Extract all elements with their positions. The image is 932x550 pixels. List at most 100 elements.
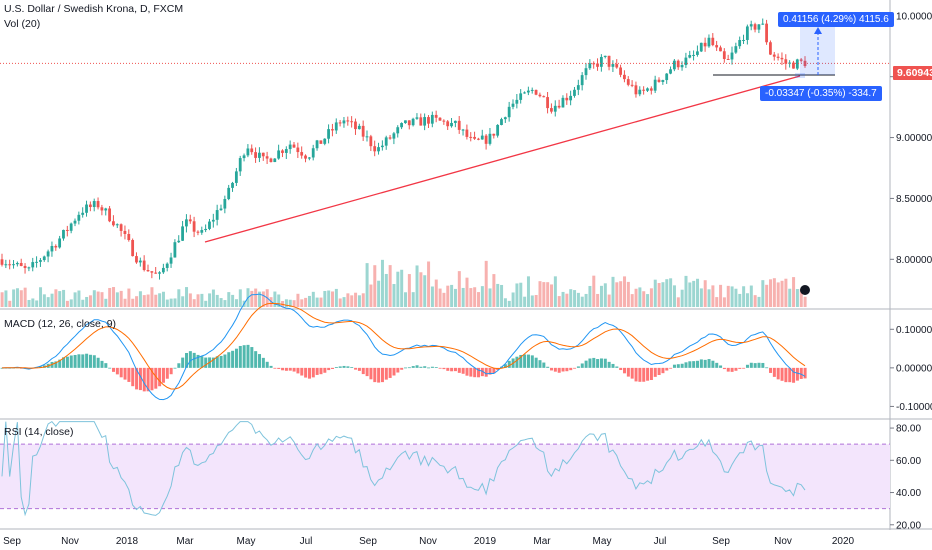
macd-histogram — [0, 344, 807, 392]
candle-body — [311, 148, 315, 158]
macd-hist-bar — [192, 352, 196, 368]
candle-body — [503, 117, 507, 120]
candle-body — [550, 108, 553, 112]
candle-body — [799, 59, 803, 61]
macd-axis-label: 0.10000 — [896, 325, 932, 336]
macd-hist-bar — [288, 367, 292, 371]
time-axis-label: May — [593, 536, 612, 547]
candle-body — [546, 97, 549, 109]
macd-hist-bar — [138, 367, 142, 391]
candle-body — [753, 24, 757, 30]
volume-bar — [669, 278, 673, 307]
volume-bar — [795, 289, 799, 307]
candle-body — [780, 57, 784, 60]
volume-bar — [703, 280, 707, 307]
macd-hist-bar — [350, 367, 354, 368]
candle-body — [742, 39, 745, 41]
candle-body — [219, 208, 223, 211]
macd-hist-bar — [173, 367, 177, 369]
macd-hist-bar — [204, 357, 208, 368]
macd-hist-bar — [131, 367, 135, 387]
volume-bar — [761, 280, 765, 307]
macd-hist-bar — [265, 361, 269, 368]
volume-bar — [530, 295, 534, 307]
macd-hist-bar — [657, 367, 661, 375]
candle-body — [65, 229, 69, 231]
candle-body — [400, 123, 403, 128]
volume-bar — [496, 283, 500, 307]
volume-bar — [792, 277, 796, 307]
macd-hist-bar — [642, 367, 646, 382]
volume-bar — [561, 291, 565, 307]
volume-bar — [215, 294, 219, 307]
candle-body — [354, 121, 357, 130]
volume-bar — [369, 284, 373, 307]
volume-bar — [465, 277, 469, 307]
volume-bar — [258, 291, 262, 307]
macd-hist-bar — [557, 367, 561, 373]
candle-body — [465, 129, 469, 137]
volume-bar — [607, 294, 611, 307]
volume-legend: Vol (20) — [4, 18, 41, 30]
candle-body — [234, 171, 238, 183]
volume-bar — [565, 293, 569, 307]
macd-line — [1, 293, 806, 401]
candle-body — [553, 105, 557, 112]
volume-bar — [100, 292, 104, 307]
macd-hist-bar — [722, 367, 726, 370]
volume-bar — [234, 299, 238, 307]
macd-hist-bar — [261, 357, 265, 368]
volume-bar — [699, 288, 703, 307]
volume-bar — [238, 289, 242, 307]
candle-body — [77, 214, 81, 221]
volume-bar — [65, 300, 69, 307]
candle-body — [442, 120, 446, 122]
volume-bar — [434, 279, 438, 307]
candle-body — [177, 240, 181, 243]
candle-body — [596, 63, 599, 67]
macd-hist-bar — [427, 367, 431, 369]
macd-axis-label: 0.00000 — [896, 363, 932, 374]
volume-bar — [776, 282, 780, 307]
macd-hist-bar — [680, 363, 684, 368]
candle-body — [365, 136, 369, 138]
volume-bar — [427, 261, 431, 307]
candle-body — [573, 89, 576, 96]
candle-body — [200, 230, 204, 233]
candle-body — [246, 148, 250, 156]
volume-bar — [127, 288, 131, 307]
macd-hist-bar — [238, 345, 242, 368]
time-axis-label: 2020 — [832, 536, 855, 547]
volume-bar — [696, 278, 700, 307]
price-axis-label: 8.00000 — [896, 255, 932, 266]
candle-body — [100, 207, 104, 211]
macd-hist-bar — [784, 367, 788, 383]
volume-bar — [503, 298, 507, 307]
volume-bar — [553, 276, 557, 307]
macd-hist-bar — [469, 367, 473, 377]
volume-bar — [477, 292, 481, 307]
candle-body — [772, 54, 776, 57]
macd-hist-bar — [223, 354, 227, 368]
volume-bar — [730, 286, 734, 307]
candle-body — [169, 257, 173, 264]
macd-hist-bar — [100, 360, 104, 368]
volume-bar — [35, 300, 39, 307]
volume-bar — [296, 293, 300, 307]
macd-hist-bar — [599, 358, 603, 368]
volume-bar — [112, 287, 116, 307]
candle-body — [58, 238, 62, 248]
candle-body — [188, 219, 192, 222]
candle-body — [726, 58, 730, 60]
volume-bar — [73, 292, 77, 307]
macd-hist-bar — [588, 358, 592, 368]
macd-hist-bar — [384, 367, 388, 380]
candle-body — [792, 62, 795, 69]
volume-bar — [200, 293, 204, 307]
candle-body — [96, 201, 100, 208]
macd-hist-bar — [400, 367, 404, 370]
candle-body — [626, 79, 630, 85]
volume-bar — [69, 299, 73, 307]
candle-body — [584, 68, 588, 76]
